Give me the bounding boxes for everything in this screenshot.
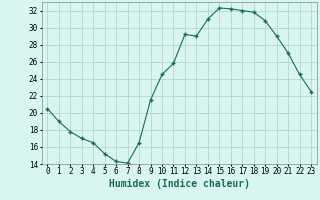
X-axis label: Humidex (Indice chaleur): Humidex (Indice chaleur) [109, 179, 250, 189]
